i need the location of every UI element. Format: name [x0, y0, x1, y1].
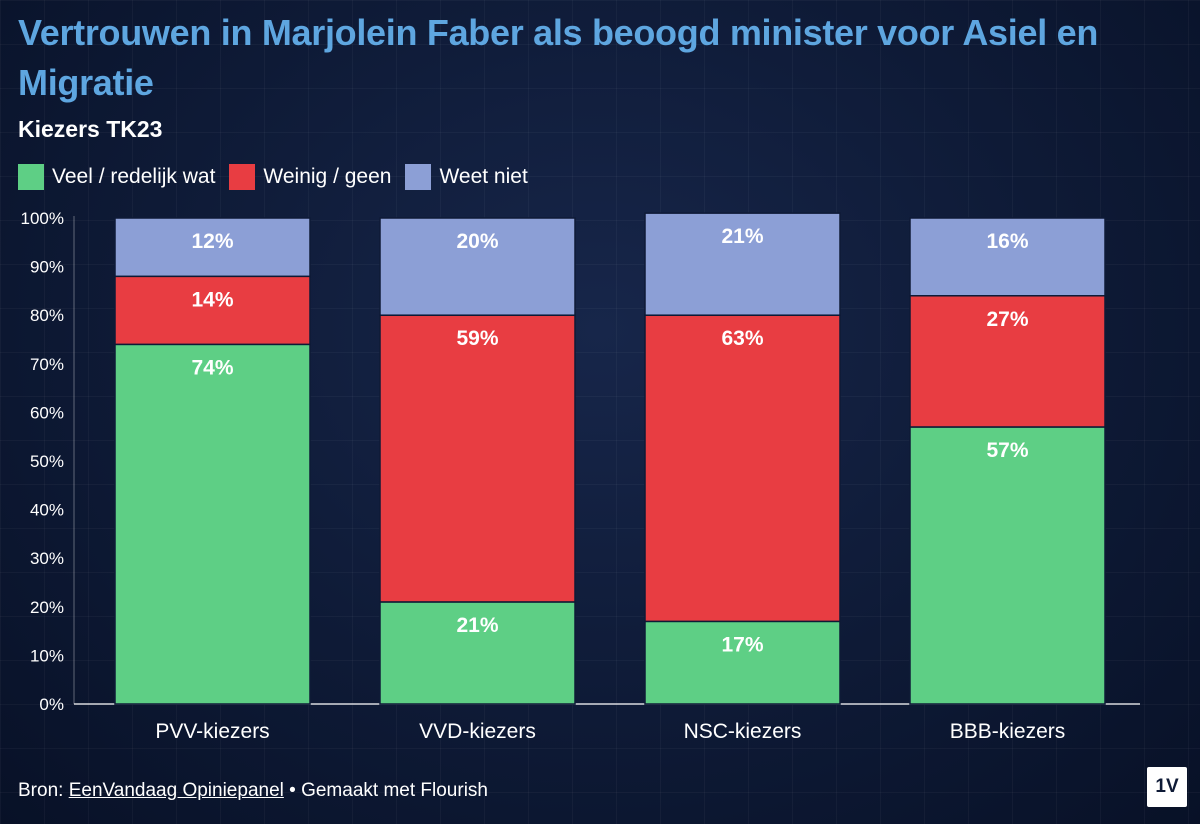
- x-tick-label: VVD-kiezers: [419, 720, 536, 743]
- eenvandaag-logo: 1V: [1147, 767, 1187, 807]
- bar-segment: [379, 217, 576, 316]
- data-label: 17%: [721, 633, 763, 656]
- bar-segment: [114, 343, 311, 705]
- data-label: 16%: [986, 230, 1028, 253]
- legend-swatch-negative: [229, 164, 256, 190]
- bar-segment: [909, 217, 1106, 297]
- bar-segment: [114, 217, 311, 278]
- x-tick-label: BBB-kiezers: [950, 720, 1066, 743]
- bar-segment: [644, 212, 841, 316]
- legend-swatch-unknown: [405, 164, 432, 190]
- y-tick-label: 20%: [30, 598, 64, 617]
- data-label: 74%: [191, 356, 233, 379]
- bar-segment: [909, 295, 1106, 428]
- data-label: 21%: [721, 225, 763, 248]
- source-link[interactable]: EenVandaag Opiniepanel: [68, 780, 284, 801]
- y-tick-label: 10%: [30, 646, 64, 665]
- bar-segment: [644, 620, 841, 705]
- legend-label-unknown: Weet niet: [439, 165, 528, 188]
- x-tick-label: NSC-kiezers: [684, 720, 802, 743]
- data-label: 12%: [191, 230, 233, 253]
- chart-subtitle: Kiezers TK23: [18, 116, 163, 142]
- y-tick-label: 0%: [39, 695, 64, 714]
- legend-label-negative: Weinig / geen: [263, 165, 392, 188]
- legend-swatch-positive: [18, 164, 44, 190]
- y-tick-label: 90%: [30, 258, 64, 277]
- data-label: 20%: [456, 230, 498, 253]
- bar-segment: [644, 314, 841, 623]
- legend: Veel / redelijk wat Weinig / geen Weet n…: [18, 162, 528, 192]
- y-tick-label: 60%: [30, 403, 64, 422]
- legend-label-positive: Veel / redelijk wat: [52, 165, 216, 188]
- data-label: 57%: [986, 439, 1028, 462]
- y-tick-label: 50%: [30, 452, 64, 471]
- footer-prefix: Bron:: [18, 780, 69, 801]
- data-label: 27%: [986, 308, 1028, 331]
- legend-item-unknown: Weet niet: [405, 164, 528, 190]
- data-label: 59%: [456, 327, 498, 350]
- footer-suffix: • Gemaakt met Flourish: [283, 780, 488, 801]
- bar-segment: [379, 601, 576, 705]
- data-label: 14%: [191, 288, 233, 311]
- y-tick-label: 100%: [21, 209, 64, 228]
- footer: Bron: EenVandaag Opiniepanel • Gemaakt m…: [18, 778, 488, 804]
- x-tick-label: PVV-kiezers: [155, 720, 269, 743]
- bar-segment: [909, 426, 1106, 705]
- data-label: 63%: [721, 327, 763, 350]
- y-tick-label: 30%: [30, 549, 64, 568]
- y-tick-label: 40%: [30, 501, 64, 520]
- legend-item-positive: Veel / redelijk wat: [18, 164, 215, 190]
- y-tick-label: 70%: [30, 355, 64, 374]
- chart-title: Vertrouwen in Marjolein Faber als beoogd…: [18, 12, 1099, 103]
- bar-segment: [379, 314, 576, 603]
- legend-item-negative: Weinig / geen: [229, 164, 391, 190]
- data-label: 21%: [456, 614, 498, 637]
- y-tick-label: 80%: [30, 306, 64, 325]
